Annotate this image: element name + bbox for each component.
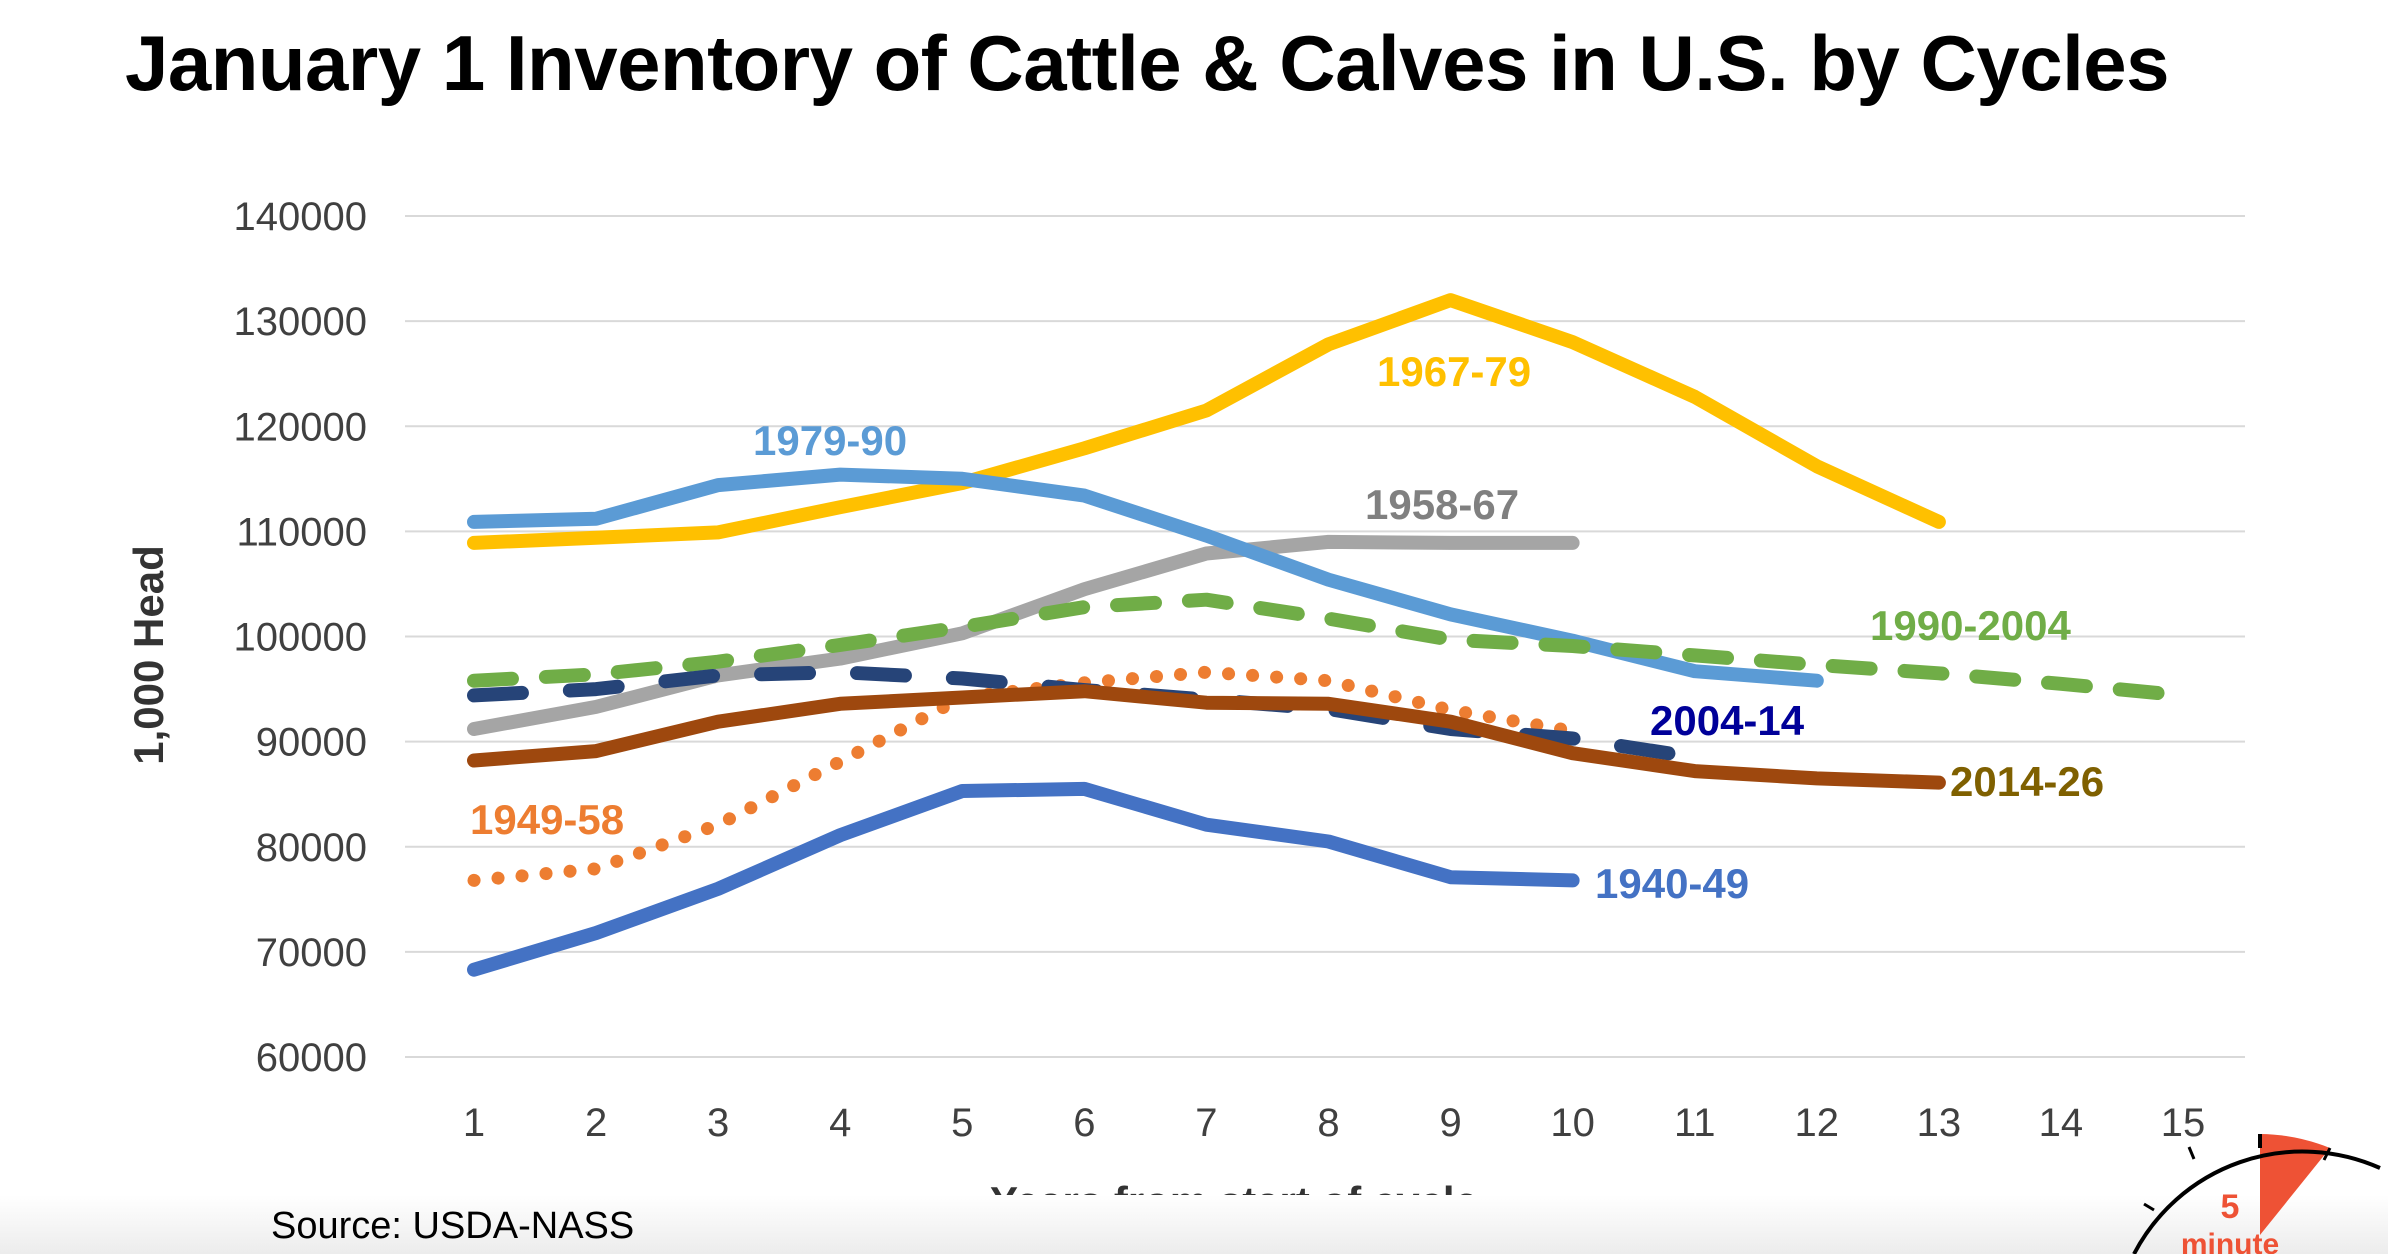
- timer-badge-icon: 5 minute: [2132, 1134, 2381, 1254]
- y-tick-label: 120000: [234, 405, 367, 449]
- y-tick-label: 140000: [234, 195, 367, 239]
- x-tick-label: 11: [1674, 1101, 1716, 1145]
- series-label-2004-14: 2004-14: [1650, 697, 1805, 744]
- series-label-1979-90: 1979-90: [753, 417, 907, 464]
- series-line-1940-49: [467, 781, 1580, 977]
- y-tick-label: 100000: [234, 616, 367, 660]
- series-label-2014-26: 2014-26: [1950, 758, 2104, 805]
- series-line-1958-67: [467, 534, 1580, 736]
- x-tick-label: 8: [1317, 1101, 1339, 1145]
- x-tick-label: 13: [1917, 1101, 1962, 1145]
- x-tick-label: 15: [2161, 1101, 2206, 1145]
- x-tick-label: 3: [707, 1101, 729, 1145]
- x-tick-label: 7: [1195, 1101, 1217, 1145]
- series-line-2014-26: [467, 684, 1946, 790]
- x-tick-label: 2: [585, 1101, 607, 1145]
- x-tick-label: 14: [2039, 1101, 2084, 1145]
- y-tick-label: 70000: [256, 931, 367, 975]
- x-tick-label: 10: [1550, 1101, 1595, 1145]
- y-tick-label: 90000: [256, 721, 367, 765]
- series-line-1990-2004: [467, 592, 2190, 703]
- source-note: Source: USDA-NASS: [271, 1205, 635, 1247]
- x-tick-label: 5: [951, 1101, 973, 1145]
- y-tick-label: 110000: [236, 510, 367, 554]
- y-axis-title: 1,000 Head: [125, 545, 172, 764]
- series-labels: 1940-49 1949-58 1958-67 1967-79 1979-90 1990-…: [470, 348, 2104, 907]
- x-tick-label: 6: [1073, 1101, 1095, 1145]
- x-tick-label: 4: [829, 1101, 851, 1145]
- series-label-1990-2004: 1990-2004: [1870, 602, 2071, 649]
- series-label-1967-79: 1967-79: [1377, 348, 1531, 395]
- y-axis-ticks: 60000 70000 80000 90000 100000 110000 120000 13…: [234, 195, 367, 1080]
- series-lines: [467, 293, 2190, 977]
- y-tick-label: 80000: [256, 826, 367, 870]
- y-tick-label: 60000: [256, 1036, 367, 1080]
- series-label-1958-67: 1958-67: [1365, 481, 1519, 528]
- bottom-band: [0, 1195, 2388, 1254]
- series-label-1949-58: 1949-58: [470, 796, 624, 843]
- x-tick-label: 9: [1439, 1101, 1461, 1145]
- series-line-1967-79: [467, 293, 1946, 550]
- x-tick-label: 12: [1795, 1101, 1840, 1145]
- x-tick-label: 1: [463, 1101, 485, 1145]
- series-line-1979-90: [467, 467, 1824, 688]
- series-label-1940-49: 1940-49: [1595, 860, 1749, 907]
- chart-title: January 1 Inventory of Cattle & Calves i…: [125, 19, 2170, 107]
- series-line-1949-58: [467, 665, 1580, 887]
- timer-unit: minute: [2181, 1228, 2279, 1254]
- y-tick-label: 130000: [234, 300, 367, 344]
- timer-number: 5: [2221, 1188, 2240, 1226]
- x-axis-ticks: 1 2 3 4 5 6 7 8 9 10 11 12 13 14 15: [463, 1101, 2205, 1145]
